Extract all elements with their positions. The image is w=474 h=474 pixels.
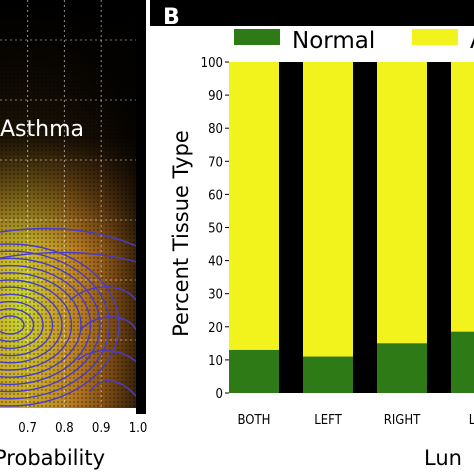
bar-segment	[303, 356, 353, 393]
contour-line	[0, 264, 92, 386]
x-tick-label: BOTH	[238, 413, 271, 428]
bar-segment	[303, 62, 353, 357]
heatmap-x-tick-label: 0.7	[18, 421, 37, 436]
contour-line	[0, 257, 101, 393]
bar-segment	[229, 349, 279, 393]
contour-line	[89, 380, 137, 397]
y-axis-label: Percent Tissue Type	[169, 130, 193, 337]
contour-line	[0, 227, 137, 247]
contour-line	[0, 251, 137, 263]
y-tick-label: 10	[208, 354, 223, 369]
y-tick-label: 0	[216, 387, 223, 402]
contour-line	[0, 243, 120, 407]
bar-segment	[451, 331, 474, 393]
panel-a-right-border	[136, 0, 146, 414]
y-axis-ticks: 0 10 20 30 40 50 60 70 80 90 100	[201, 56, 229, 402]
contour-line	[0, 300, 44, 350]
y-tick-label: 50	[208, 222, 223, 237]
contour-line	[77, 350, 137, 363]
heatmap-dark-region	[0, 0, 138, 250]
y-tick-label: 30	[208, 288, 223, 303]
heatmap-annotation: Asthma	[0, 117, 84, 142]
heatmap-x-tick-label: 1.0	[129, 421, 148, 436]
panel-b-label: B	[163, 5, 180, 30]
heatmap-x-tick-label: 0.8	[55, 421, 74, 436]
contour-line	[0, 272, 82, 378]
y-tick-label: 100	[201, 56, 223, 71]
bar-segment	[451, 62, 474, 332]
x-tick-label: RIGHT	[384, 413, 421, 428]
contour-line	[0, 279, 73, 371]
contour-line	[79, 316, 137, 331]
contour-line	[0, 250, 111, 400]
panel-a: Asthma 0.7 0.8 0.9 1.0 Probability	[0, 0, 147, 474]
legend-label: Normal	[292, 28, 375, 54]
y-tick-label: 90	[208, 89, 223, 104]
bar-segment	[229, 62, 279, 350]
contour-line	[0, 308, 35, 342]
heatmap-x-tick-label: 0.9	[92, 421, 111, 436]
contour-line	[69, 286, 137, 301]
legend-swatch	[412, 29, 458, 45]
y-tick-label: 80	[208, 122, 223, 137]
y-tick-label: 40	[208, 255, 223, 270]
legend-swatch	[234, 29, 280, 45]
panel-b: B Normal A 0 10 20 30 40 50 60 70 80 90 100 BOTH LEF…	[150, 0, 474, 474]
contour-line	[0, 286, 63, 364]
y-tick-label: 70	[208, 155, 223, 170]
heatmap-x-axis-label: Probability	[0, 446, 105, 470]
bar-segment	[377, 62, 427, 344]
x-axis-ticks: BOTH LEFT RIGHT LU	[238, 413, 474, 428]
contour-lines	[0, 227, 137, 407]
legend: Normal A	[234, 28, 474, 54]
y-tick-label: 20	[208, 321, 223, 336]
bars	[229, 62, 474, 393]
y-tick-label: 60	[208, 188, 223, 203]
x-axis-label: Lun	[424, 446, 462, 470]
contour-line	[0, 315, 25, 335]
contour-line	[0, 293, 54, 357]
bar-segment	[377, 343, 427, 393]
x-tick-label: LEFT	[314, 413, 342, 428]
legend-label: A	[470, 28, 474, 54]
x-tick-label: LU	[469, 413, 474, 428]
heatmap-x-ticks: 0.7 0.8 0.9 1.0	[18, 421, 147, 436]
